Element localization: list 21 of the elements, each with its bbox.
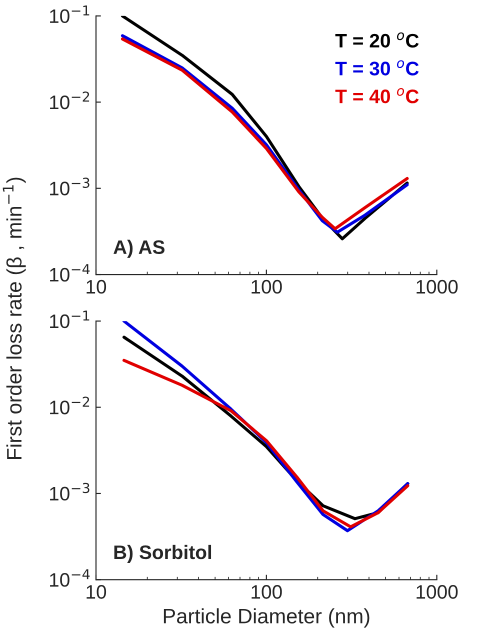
- x-tick-label: 100: [252, 280, 282, 294]
- x-tick-label: 100: [252, 585, 282, 599]
- text: T = 20 $^{o}$C: [335, 32, 419, 48]
- y-tick-label: 10$^{−1}$: [50, 310, 90, 328]
- y-tick-label: 10$^{−2}$: [50, 91, 90, 110]
- annotation: A) AS: [114, 240, 164, 258]
- x-tick-label: 1000: [416, 585, 458, 599]
- y-tick-label: 10$^{−3}$: [50, 482, 90, 501]
- x-tick-label: 10: [86, 280, 106, 294]
- text: T = 40 $^{o}$C: [335, 88, 419, 104]
- x-axis-title: Particle Diameter (nm): [164, 608, 370, 628]
- y-tick-label: 10$^{−1}$: [50, 5, 90, 24]
- y-axis-title: First order loss rate (β , min$^{−1}$): [2, 178, 26, 459]
- text: T = 30 $^{o}$C: [335, 60, 419, 76]
- y-tick-label: 10$^{−2}$: [50, 396, 90, 414]
- x-tick-label: 10: [86, 585, 106, 599]
- x-tick-label: 1000: [416, 280, 458, 294]
- y-tick-label: 10$^{−4}$: [50, 264, 90, 282]
- y-tick-label: 10$^{−3}$: [50, 178, 90, 196]
- annotation: B) Sorbitol: [114, 544, 212, 564]
- y-tick-label: 10$^{−4}$: [50, 569, 90, 587]
